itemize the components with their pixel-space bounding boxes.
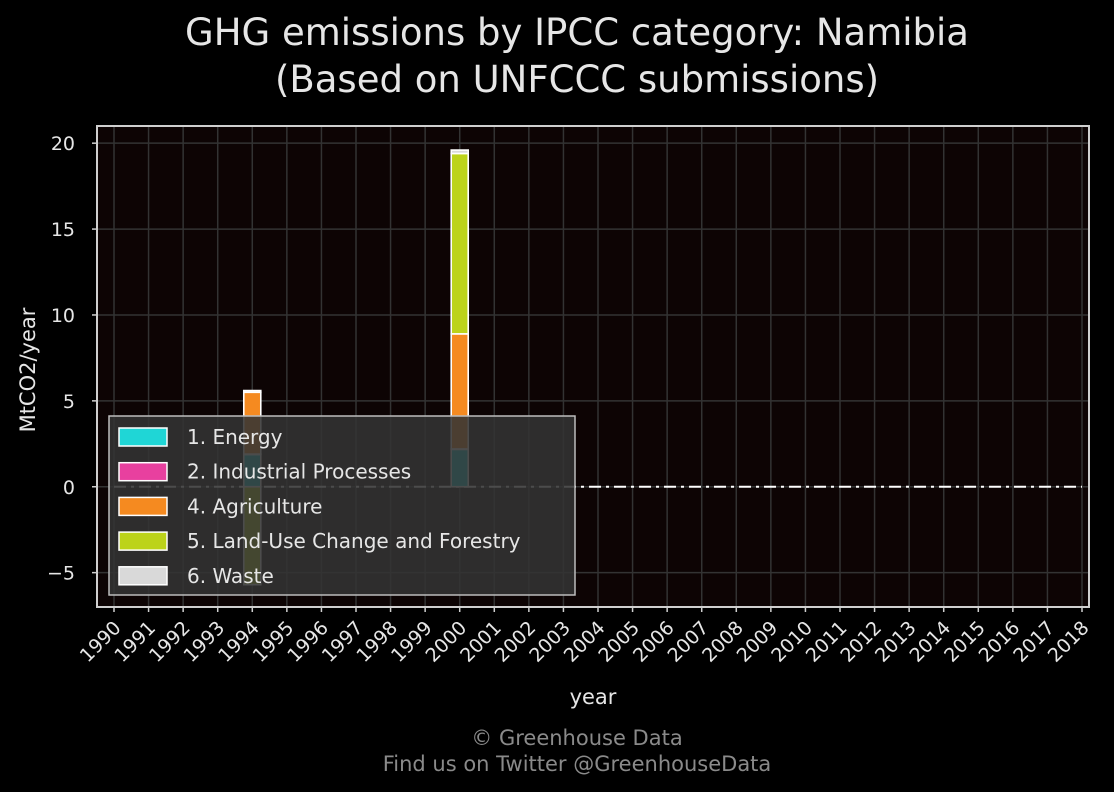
legend-swatch: [118, 566, 168, 586]
y-tick-label: 0: [63, 477, 75, 499]
y-tick-label: 10: [51, 305, 75, 327]
bar-segment: [450, 149, 470, 155]
plot-frame: [96, 125, 1090, 608]
legend-swatch: [118, 496, 168, 517]
legend-swatch: [118, 427, 168, 447]
y-tick-label: 20: [51, 133, 75, 155]
legend-swatch: [118, 531, 168, 551]
legend-entry-label: 5. Land-Use Change and Forestry: [187, 529, 521, 553]
chart-title-line-1: GHG emissions by IPCC category: Namibia: [185, 11, 969, 54]
y-tick-label: 5: [63, 391, 75, 413]
chart-title-line-2: (Based on UNFCCC submissions): [275, 58, 879, 101]
twitter-text: Find us on Twitter @GreenhouseData: [383, 752, 772, 776]
legend-entry-label: 1. Energy: [187, 425, 283, 449]
y-axis-ticks: −5 0 5 10 15 20: [47, 133, 97, 585]
y-axis-label: MtCO2/year: [16, 307, 40, 432]
copyright-text: © Greenhouse Data: [471, 726, 682, 750]
bar-segment: [242, 389, 262, 394]
legend-box: [108, 415, 576, 596]
legend-swatch: [118, 461, 168, 482]
legend-entry-label: 2. Industrial Processes: [187, 460, 411, 484]
y-tick-label: −5: [47, 563, 75, 585]
bar-segment: [450, 152, 470, 335]
legend-entry-label: 4. Agriculture: [187, 494, 322, 518]
legend: 1. Energy 2. Industrial Processes 4. Agric…: [108, 415, 576, 596]
legend-entry-label: 6. Waste: [187, 564, 274, 588]
x-axis-label: year: [570, 685, 617, 709]
y-tick-label: 15: [51, 219, 75, 241]
